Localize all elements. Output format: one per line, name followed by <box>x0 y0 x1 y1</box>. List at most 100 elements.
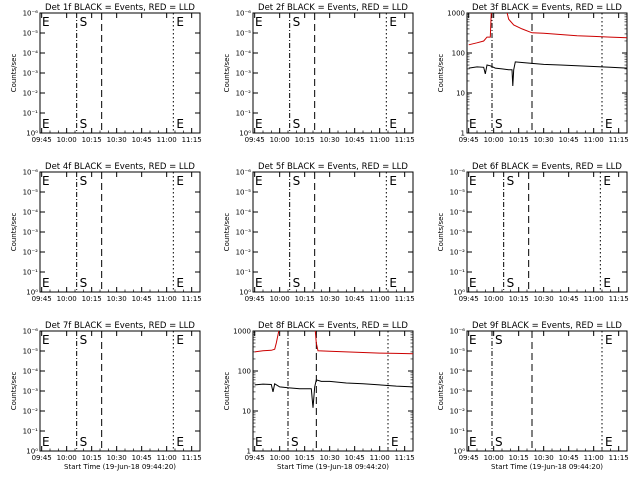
y-tick-label: 10⁻⁴ <box>450 209 466 217</box>
panel-title: Det 3f BLACK = Events, RED = LLD <box>472 3 622 13</box>
x-tick-label: 11:00 <box>370 295 390 303</box>
y-tick-label: 10 <box>456 90 465 98</box>
y-tick-label: 10⁻⁵ <box>23 30 39 38</box>
plot-frame <box>252 12 414 134</box>
x-tick-label: 10:15 <box>509 454 529 462</box>
marker-label-S: S <box>291 435 299 449</box>
y-tick-label: 10⁻² <box>450 249 466 257</box>
x-tick-label: 10:30 <box>320 454 340 462</box>
y-axis-label: Counts/sec <box>223 213 231 252</box>
x-tick-label: 10:45 <box>345 454 365 462</box>
y-tick-label: 10⁻¹ <box>450 269 466 277</box>
x-tick-label: 10:45 <box>345 136 365 144</box>
y-tick-label: 10⁻¹ <box>23 110 39 118</box>
y-tick-label: 10⁻⁴ <box>23 368 39 376</box>
y-tick-label: 10⁻⁶ <box>236 10 252 18</box>
x-tick-label: 11:00 <box>370 454 390 462</box>
y-tick-label: 10⁰ <box>26 448 38 456</box>
edge-label-E: E <box>469 117 477 131</box>
marker-label-E: E <box>176 117 184 131</box>
x-tick-label: 10:00 <box>484 454 504 462</box>
edge-label-top-E: E <box>255 15 263 29</box>
panel-title: Det 6f BLACK = Events, RED = LLD <box>472 162 622 172</box>
marker-label-top-E: E <box>389 174 397 188</box>
y-axis-label: Counts/sec <box>437 213 445 252</box>
x-tick-label: 10:00 <box>484 136 504 144</box>
x-tick-label: 10:15 <box>82 454 102 462</box>
marker-label-S: S <box>80 117 88 131</box>
edge-label-E: E <box>255 117 263 131</box>
plot-frame <box>466 171 628 293</box>
panel-title: Det 5f BLACK = Events, RED = LLD <box>258 162 408 172</box>
y-tick-label: 10⁻¹ <box>236 269 252 277</box>
x-tick-label: 10:45 <box>345 295 365 303</box>
panel-title: Det 2f BLACK = Events, RED = LLD <box>258 3 408 13</box>
x-tick-label: 11:15 <box>609 136 629 144</box>
panel-title: Det 7f BLACK = Events, RED = LLD <box>45 321 195 331</box>
edge-label-top-E: E <box>42 15 50 29</box>
marker-label-E: E <box>389 117 397 131</box>
x-tick-label: 10:45 <box>559 136 579 144</box>
lld-series-line <box>254 331 413 355</box>
x-tick-label: 09:45 <box>459 295 479 303</box>
marker-label-top-S: S <box>495 333 503 347</box>
plot-frame <box>466 330 628 452</box>
marker-label-top-E: E <box>176 15 184 29</box>
panel-4: Det 4f BLACK = Events, RED = LLD 09:45 10:… <box>10 162 202 303</box>
y-tick-label: 10⁻² <box>23 249 39 257</box>
x-tick-label: 10:30 <box>534 454 554 462</box>
y-axis-label: Counts/sec <box>223 372 231 411</box>
x-tick-label: 10:30 <box>107 136 127 144</box>
y-tick-label: 10⁻⁴ <box>23 209 39 217</box>
marker-label-top-S: S <box>80 15 88 29</box>
x-tick-label: 10:30 <box>320 295 340 303</box>
x-tick-label: 10:30 <box>534 136 554 144</box>
x-tick-label: 11:00 <box>584 295 604 303</box>
x-tick-label: 09:45 <box>245 454 265 462</box>
y-tick-label: 10⁻⁶ <box>23 328 39 336</box>
plot-frame <box>39 12 201 134</box>
x-tick-label: 10:45 <box>559 295 579 303</box>
x-tick-label: 11:15 <box>395 454 415 462</box>
marker-label-top-E: E <box>176 174 184 188</box>
marker-label-E: E <box>605 435 613 449</box>
x-tick-label: 10:00 <box>270 136 290 144</box>
x-tick-label: 10:15 <box>82 295 102 303</box>
y-tick-label: 10⁻⁵ <box>236 30 252 38</box>
y-tick-label: 10⁻¹ <box>23 269 39 277</box>
x-tick-label: 09:45 <box>245 136 265 144</box>
panel-3: Det 3f BLACK = Events, RED = LLD 09:45 10:… <box>437 3 629 144</box>
edge-label-E: E <box>469 435 477 449</box>
edge-label-E: E <box>42 276 50 290</box>
marker-label-S: S <box>507 276 515 290</box>
x-tick-label: 10:45 <box>132 295 152 303</box>
x-tick-label: 10:45 <box>559 454 579 462</box>
marker-label-E: E <box>176 276 184 290</box>
plot-frame <box>39 330 201 452</box>
x-tick-label: 11:00 <box>157 136 177 144</box>
x-tick-label: 11:15 <box>609 454 629 462</box>
y-tick-label: 10⁻⁵ <box>450 348 466 356</box>
y-tick-label: 10⁻⁶ <box>450 169 466 177</box>
edge-label-E: E <box>42 117 50 131</box>
y-tick-label: 10⁻⁴ <box>450 368 466 376</box>
x-tick-label: 10:45 <box>132 136 152 144</box>
y-tick-label: 10⁻¹ <box>450 428 466 436</box>
x-tick-label: 11:15 <box>609 295 629 303</box>
x-tick-label: 10:00 <box>270 454 290 462</box>
x-tick-label: 11:00 <box>584 454 604 462</box>
y-tick-label: 10⁻¹ <box>23 428 39 436</box>
y-tick-label: 10 <box>242 408 251 416</box>
x-tick-label: 11:15 <box>182 295 202 303</box>
edge-label-E: E <box>255 435 263 449</box>
x-tick-label: 10:30 <box>107 454 127 462</box>
events-series-line <box>468 61 627 87</box>
marker-label-S: S <box>293 276 301 290</box>
y-tick-label: 10⁻³ <box>236 229 252 237</box>
x-tick-label: 11:00 <box>157 454 177 462</box>
panel-1: Det 1f BLACK = Events, RED = LLD 09:45 10:… <box>10 3 202 144</box>
y-tick-label: 10⁰ <box>26 130 38 138</box>
panel-title: Det 9f BLACK = Events, RED = LLD <box>472 321 622 331</box>
x-tick-label: 09:45 <box>32 454 52 462</box>
